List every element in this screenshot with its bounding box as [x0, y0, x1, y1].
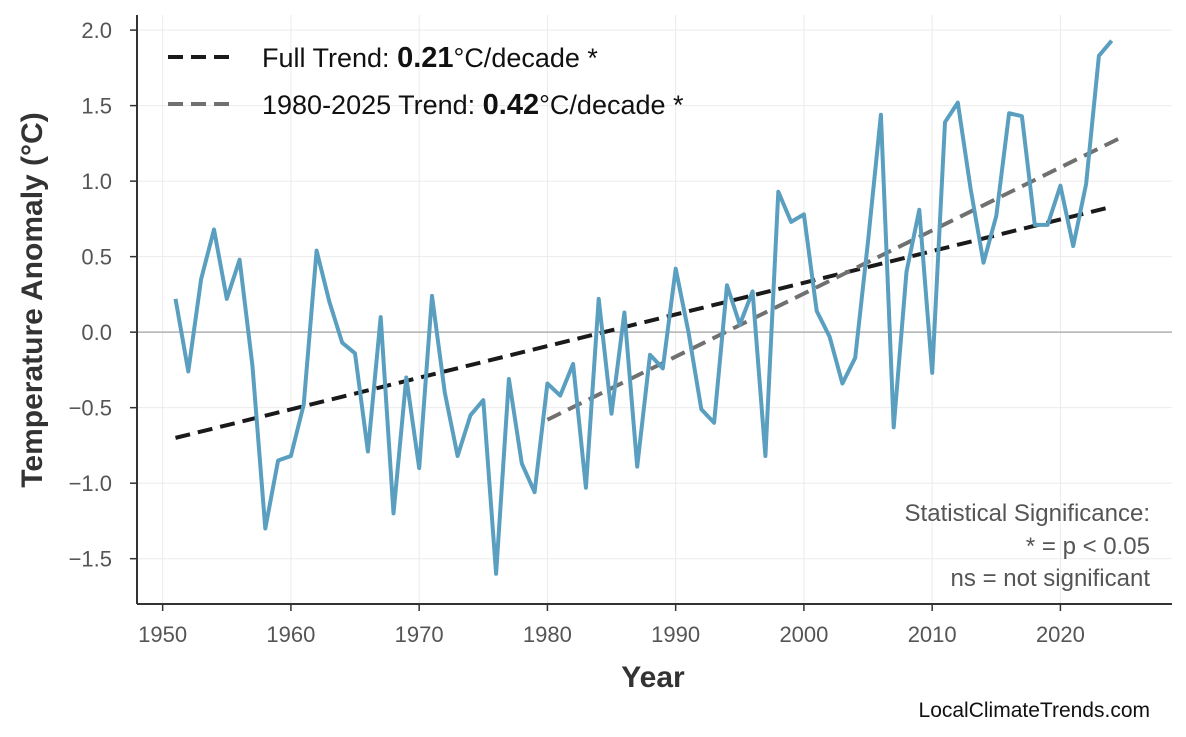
trend-1980-2025-line [546, 134, 1126, 422]
y-axis-label: Temperature Anomaly (°C) [16, 112, 49, 487]
x-axis-label: Year [621, 661, 685, 694]
x-tick-label: 1990 [651, 622, 700, 647]
y-tick-label: 0.5 [81, 245, 112, 270]
series [173, 39, 1114, 576]
ticks: 1950 1960 1970 1980 1990 2000 2010 2020 −1.5 −1.0… [69, 18, 1085, 647]
significance-star: * = p < 0.05 [1026, 533, 1150, 560]
y-tick-label: 1.0 [81, 169, 112, 194]
y-tick-label: 1.5 [81, 94, 112, 119]
y-tick-label: −0.5 [69, 396, 112, 421]
significance-ns: ns = not significant [951, 565, 1151, 592]
y-tick-label: −1.0 [69, 471, 112, 496]
significance-note: Statistical Significance: * = p < 0.05 n… [905, 500, 1151, 592]
x-tick-label: 2020 [1036, 622, 1085, 647]
x-tick-label: 1950 [138, 622, 187, 647]
x-tick-label: 1960 [266, 622, 315, 647]
x-tick-label: 1970 [395, 622, 444, 647]
anomaly-series-line [173, 39, 1114, 576]
x-tick-label: 2000 [779, 622, 828, 647]
significance-title: Statistical Significance: [905, 500, 1150, 527]
legend-label-1980: 1980-2025 Trend: 0.42°C/decade * [262, 89, 684, 121]
y-tick-label: 0.0 [81, 320, 112, 345]
y-tick-label: 2.0 [81, 18, 112, 43]
legend-label-full: Full Trend: 0.21°C/decade * [262, 42, 598, 74]
y-tick-label: −1.5 [69, 547, 112, 572]
x-tick-label: 2010 [908, 622, 957, 647]
footer-site: LocalClimateTrends.com [919, 699, 1150, 722]
legend: Full Trend: 0.21°C/decade * 1980-2025 Tr… [168, 42, 684, 121]
x-tick-label: 1980 [523, 622, 572, 647]
